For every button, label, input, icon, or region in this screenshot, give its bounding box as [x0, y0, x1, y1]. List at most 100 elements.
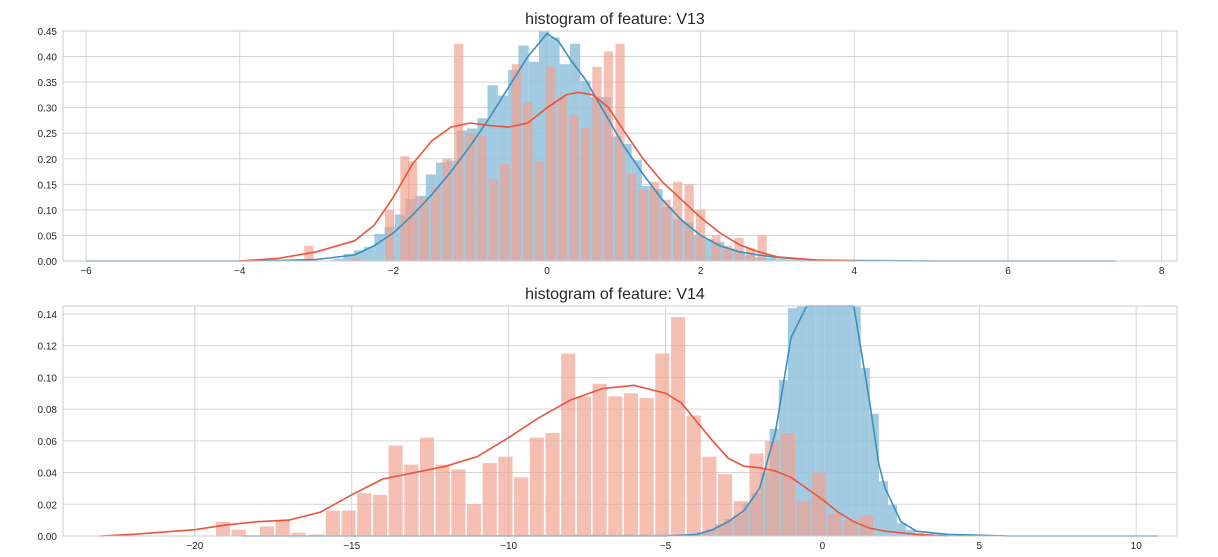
histogram-bar-red: [749, 453, 764, 536]
histogram-bar-red: [576, 396, 591, 536]
x-tick-label: −6: [80, 266, 92, 277]
kde-v13: [86, 32, 1116, 262]
histogram-bar-red: [511, 64, 521, 261]
histogram-bar-red: [372, 494, 388, 536]
y-tick-label: 0.06: [38, 437, 58, 448]
x-tick-label: 0: [544, 266, 550, 277]
histogram-bar-blue: [869, 413, 879, 536]
y-tick-label: 0.00: [38, 532, 58, 543]
ticks-v14: −20 −15 −10 −5 0 5 10 0.00 0.02 0.04 0.06 0.08 0.10 0…: [38, 310, 1143, 552]
histogram-bar-red: [400, 156, 410, 261]
x-tick-label: 10: [1131, 541, 1143, 552]
x-tick-label: −2: [388, 266, 400, 277]
histogram-bar-red: [638, 189, 648, 261]
histogram-bar-red: [765, 440, 780, 536]
histogram-bar-blue: [436, 162, 447, 261]
histogram-bar-red: [442, 158, 452, 261]
histogram-bar-red: [488, 179, 498, 261]
histogram-bar-red: [546, 66, 556, 262]
x-tick-label: 0: [820, 541, 826, 552]
histogram-bar-red: [626, 174, 637, 261]
histogram-bar-red: [827, 513, 843, 536]
histogram-bar-red: [341, 510, 356, 536]
x-tick-label: −20: [186, 541, 203, 552]
histogram-bar-blue: [539, 31, 550, 261]
histogram-bar-red: [545, 432, 560, 536]
histogram-bar-red: [451, 469, 466, 536]
histogram-bar-red: [275, 520, 290, 536]
histogram-bar-red: [722, 245, 733, 261]
histogram-bar-blue: [860, 367, 870, 536]
histogram-bar-red: [482, 463, 497, 536]
histogram-bar-red: [388, 445, 403, 536]
histogram-bar-red: [670, 317, 686, 536]
histogram-bar-red: [435, 464, 450, 536]
x-tick-label: −10: [500, 541, 517, 552]
histogram-bar-red: [859, 515, 874, 536]
histogram-bar-red: [649, 181, 660, 261]
histogram-bar-blue: [425, 174, 437, 261]
x-tick-label: 6: [1005, 266, 1011, 277]
histogram-bar-red: [357, 493, 372, 536]
y-tick-label: 0.12: [38, 342, 58, 353]
histogram-bar-blue: [897, 523, 907, 536]
histogram-bar-red: [557, 97, 567, 261]
histogram-bar-red: [407, 161, 418, 261]
histogram-bar-red: [733, 501, 748, 536]
histogram-bar-blue: [353, 250, 365, 261]
histogram-bar-blue: [631, 160, 642, 261]
histogram-bar-red: [684, 184, 694, 261]
histogram-bar-red: [608, 396, 623, 536]
y-tick-label: 0.40: [38, 53, 58, 64]
y-tick-label: 0.35: [38, 78, 58, 89]
histogram-bar-red: [580, 128, 591, 261]
histogram-bar-red: [465, 133, 475, 261]
histogram-bar-blue: [775, 259, 787, 261]
histogram-bar-red: [843, 520, 858, 536]
histogram-bar-red: [291, 532, 306, 536]
histogram-bar-red: [615, 43, 625, 262]
histogram-bar-red: [498, 456, 513, 536]
y-tick-label: 0.10: [38, 373, 58, 384]
histogram-bar-red: [757, 235, 767, 261]
histogram-bar-blue: [394, 214, 406, 261]
kde-line-blue: [86, 32, 1116, 262]
ticks-v13: −6 −4 −2 0 2 4 6 8 0.00 0.05 0.10 0.15 0.20 0.25 0.30 0…: [38, 27, 1165, 277]
kde-line-red: [100, 384, 948, 537]
histogram-bar-blue: [887, 504, 898, 536]
histogram-bar-red: [477, 135, 487, 261]
histogram-bar-red: [350, 258, 360, 261]
histogram-bar-red: [686, 415, 701, 536]
histogram-bar-blue: [833, 306, 843, 536]
chart-v13: histogram of feature: V13 −6 −4 −2 0 2 4 6 8 0.0…: [38, 11, 1178, 277]
histogram-bar-blue: [796, 259, 807, 261]
histogram-bar-blue: [824, 306, 834, 536]
x-tick-label: −5: [660, 541, 672, 552]
y-tick-label: 0.00: [38, 257, 58, 268]
histogram-bar-red: [419, 437, 435, 536]
plot-frame-v14: [62, 305, 1178, 537]
histogram-bar-red: [534, 161, 544, 261]
x-tick-label: 2: [698, 266, 704, 277]
x-tick-label: −4: [234, 266, 246, 277]
histogram-bar-red: [796, 501, 811, 536]
chart-title-v14: histogram of feature: V14: [525, 286, 705, 303]
histogram-bar-red: [603, 51, 614, 261]
y-tick-label: 0.02: [38, 500, 58, 511]
histogram-bar-red: [734, 238, 744, 261]
y-tick-label: 0.14: [38, 310, 58, 321]
histogram-bar-red: [812, 472, 827, 536]
histogram-bar-blue: [765, 257, 776, 261]
x-tick-label: 8: [1159, 266, 1165, 277]
histogram-bar-blue: [815, 306, 825, 536]
histogram-bar-red: [623, 393, 639, 536]
plot-frame-v13: [62, 30, 1178, 262]
bars-v14: [215, 306, 1080, 536]
histogram-bar-blue: [796, 306, 807, 536]
histogram-bar-red: [702, 456, 717, 536]
histogram-bar-blue: [703, 239, 715, 261]
histogram-bar-red: [561, 353, 576, 536]
kde-line-red: [239, 91, 855, 262]
histogram-bar-blue: [842, 306, 852, 536]
